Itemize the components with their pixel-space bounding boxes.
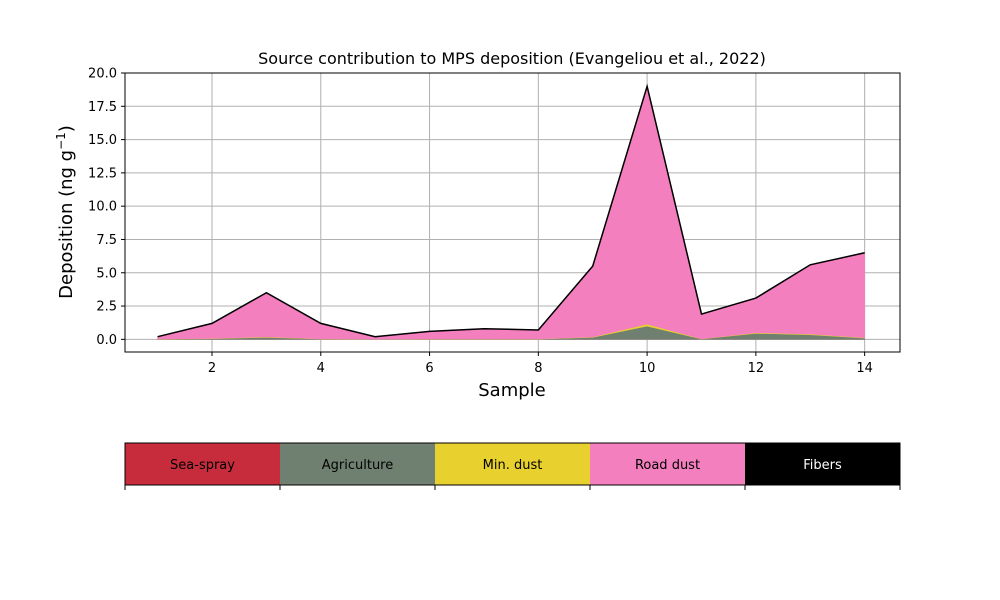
y-tick-label-10.0: 10.0 xyxy=(88,200,117,215)
y-axis: 0.0 2.5 5.0 7.5 10.0 12.5 15.0 17.5 20.0 xyxy=(88,67,125,348)
y-tick-label-7.5: 7.5 xyxy=(96,233,117,248)
x-tick-label-6: 6 xyxy=(425,361,433,376)
plot-frame xyxy=(124,72,901,353)
legend-swatch-min-dust xyxy=(435,443,590,485)
legend-label-agriculture: Agriculture xyxy=(322,458,394,473)
x-tick-label-10: 10 xyxy=(639,361,656,376)
legend-label-sea-spray: Sea-spray xyxy=(170,458,235,473)
y-tick-label-12.5: 12.5 xyxy=(88,166,117,181)
legend-label-min-dust: Min. dust xyxy=(483,458,543,473)
legend-colorbar: Sea-spray Agriculture Min. dust Road dust Fi… xyxy=(124,442,901,490)
area-road-dust xyxy=(157,85,865,340)
y-axis-label-close: ) xyxy=(56,125,77,132)
legend-swatch-fibers xyxy=(745,443,900,485)
legend-label-fibers: Fibers xyxy=(803,458,842,473)
x-tick-label-4: 4 xyxy=(317,361,325,376)
y-tick-label-20.0: 20.0 xyxy=(88,67,117,82)
legend-label-road-dust: Road dust xyxy=(635,458,700,473)
y-tick-label-5.0: 5.0 xyxy=(96,266,117,281)
x-axis-label: Sample xyxy=(478,380,546,401)
total-line xyxy=(157,83,865,338)
y-axis-label-sup: −1 xyxy=(54,132,68,150)
y-tick-label-17.5: 17.5 xyxy=(88,100,117,115)
y-tick-label-0.0: 0.0 xyxy=(96,333,117,348)
legend-swatch-sea-spray xyxy=(125,443,280,485)
grid xyxy=(125,72,900,352)
plot-areas xyxy=(157,83,865,340)
chart-title: Source contribution to MPS deposition (E… xyxy=(258,49,766,68)
y-tick-label-15.0: 15.0 xyxy=(88,133,117,148)
x-tick-label-2: 2 xyxy=(208,361,216,376)
x-tick-label-8: 8 xyxy=(534,361,542,376)
y-axis-label: Deposition (ng g−1) xyxy=(54,125,77,299)
x-tick-label-14: 14 xyxy=(856,361,873,376)
legend-frame xyxy=(124,442,901,486)
y-axis-label-main: Deposition (ng g xyxy=(56,150,77,299)
legend-swatch-agriculture xyxy=(280,443,435,485)
x-axis: 2 4 6 8 10 12 14 xyxy=(208,352,873,376)
y-tick-label-2.5: 2.5 xyxy=(96,300,117,315)
legend-swatch-road-dust xyxy=(590,443,745,485)
x-tick-label-12: 12 xyxy=(748,361,765,376)
